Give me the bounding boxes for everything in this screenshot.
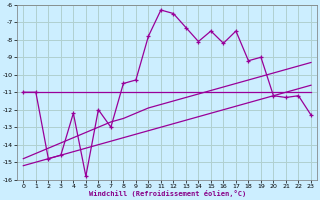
X-axis label: Windchill (Refroidissement éolien,°C): Windchill (Refroidissement éolien,°C) [89, 190, 246, 197]
